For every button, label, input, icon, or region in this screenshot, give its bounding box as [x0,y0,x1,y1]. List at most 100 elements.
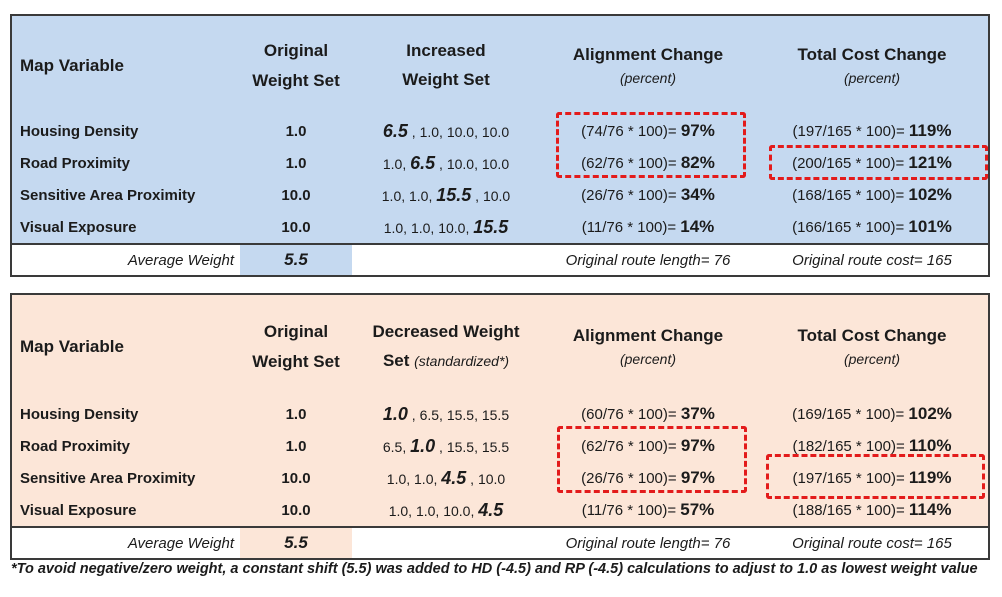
changed-weight-value: 15.5 [473,216,509,237]
header-cost-title: Total Cost Change [797,45,947,65]
cell-cost-change: (182/165 * 100)= 110% [792,436,952,455]
cell-variable: Visual Exposure [20,501,137,519]
cell-alignment-change: (62/76 * 100)= 82% [581,153,715,172]
cell-weight-set: 1.0, 1.0, 10.0, 15.5 [383,216,509,237]
cell-alignment-change: (11/76 * 100)= 57% [581,500,715,519]
header-total-cost-change: Total Cost Change (percent) [756,42,988,89]
cell-variable: Road Proximity [20,437,131,455]
cell-cost-change: (168/165 * 100)= 102% [792,185,952,204]
cell-weight-set: 1.0 , 6.5, 15.5, 15.5 [382,403,510,424]
table-header-row: Map Variable Original Weight Set Decreas… [12,295,988,398]
cell-alignment-change: (60/76 * 100)= 37% [581,404,715,423]
table-footer-row: Average Weight 5.5 Original route length… [12,526,988,558]
cell-weight-set: 1.0, 1.0, 10.0, 4.5 [388,499,504,520]
header-map-variable: Map Variable [20,55,124,75]
alignment-percent: 57% [680,500,715,519]
table-decreased-weights: Map Variable Original Weight Set Decreas… [10,293,990,560]
footer-spacer [352,528,540,558]
highlight-box-alignment-decreased [557,426,747,493]
cell-original-weight: 1.0 [285,437,307,455]
cost-percent: 114% [908,500,952,519]
average-weight-value: 5.5 [240,245,352,275]
cost-percent: 102% [908,185,952,204]
header-weight-set-title: Increased Weight Set [402,40,490,89]
table-row: Housing Density 1.0 6.5 , 1.0, 10.0, 10.… [12,115,988,147]
changed-weight-value: 4.5 [441,467,467,488]
header-map-variable: Map Variable [20,336,124,356]
footnote: *To avoid negative/zero weight, a consta… [11,561,978,577]
changed-weight-value: 4.5 [478,499,504,520]
alignment-percent: 82% [680,153,715,172]
cell-variable: Housing Density [20,405,139,423]
changed-weight-value: 6.5 [382,120,408,141]
original-route-cost: Original route cost= 165 [792,534,952,552]
cell-cost-change: (169/165 * 100)= 102% [792,404,952,423]
cost-percent: 119% [908,468,952,487]
alignment-percent: 97% [680,468,715,487]
original-route-length: Original route length= 76 [565,534,731,552]
cell-original-weight: 10.0 [281,218,311,236]
alignment-percent: 14% [680,217,715,236]
cell-original-weight: 1.0 [285,154,307,172]
table-row: Sensitive Area Proximity 10.0 1.0, 1.0, … [12,462,988,494]
changed-weight-value: 6.5 [410,152,436,173]
header-alignment-change: Alignment Change (percent) [540,323,756,370]
cell-cost-change: (197/165 * 100)= 119% [792,468,952,487]
cell-cost-change: (200/165 * 100)= 121% [792,153,952,172]
cell-variable: Sensitive Area Proximity [20,186,196,204]
average-weight-label: Average Weight [127,251,234,269]
header-cost-subtitle: (percent) [843,69,901,86]
header-weight-set-title: Decreased Weight Set [372,321,520,370]
table-row: Housing Density 1.0 1.0 , 6.5, 15.5, 15.… [12,398,988,430]
header-alignment-subtitle: (percent) [619,350,677,367]
header-alignment-subtitle: (percent) [619,69,677,86]
cell-weight-set: 1.0, 1.0, 15.5 , 10.0 [381,184,511,205]
cost-percent: 119% [908,121,952,140]
cost-percent: 102% [908,404,952,423]
header-alignment-change: Alignment Change (percent) [540,42,756,89]
cell-cost-change: (166/165 * 100)= 101% [792,217,952,236]
changed-weight-value: 1.0 [382,403,408,424]
cell-original-weight: 1.0 [285,405,307,423]
cell-original-weight: 10.0 [281,469,311,487]
cost-percent: 110% [908,436,952,455]
cell-variable: Housing Density [20,122,139,140]
cell-alignment-change: (26/76 * 100)= 34% [581,185,715,204]
highlight-box-cost-decreased [766,454,985,499]
alignment-percent: 97% [680,436,715,455]
cell-variable: Road Proximity [20,154,131,172]
highlight-box-cost-increased [769,145,988,180]
header-alignment-title: Alignment Change [572,45,724,65]
header-alignment-title: Alignment Change [572,326,724,346]
highlight-box-alignment-increased [556,112,746,178]
cell-alignment-change: (74/76 * 100)= 97% [581,121,715,140]
header-original-weight-set: Original Weight Set [252,321,340,371]
footer-spacer [352,245,540,275]
cell-weight-set: 1.0, 1.0, 4.5 , 10.0 [386,467,506,488]
cell-cost-change: (197/165 * 100)= 119% [792,121,952,140]
cell-cost-change: (188/165 * 100)= 114% [792,500,952,519]
table-row: Road Proximity 1.0 6.5, 1.0 , 15.5, 15.5… [12,430,988,462]
cell-weight-set: 1.0, 6.5 , 10.0, 10.0 [382,152,510,173]
table-header-row: Map Variable Original Weight Set Increas… [12,16,988,115]
alignment-percent: 34% [680,185,715,204]
cell-weight-set: 6.5, 1.0 , 15.5, 15.5 [382,435,510,456]
average-weight-label: Average Weight [127,534,234,552]
cell-weight-set: 6.5 , 1.0, 10.0, 10.0 [382,120,510,141]
header-original-weight-set: Original Weight Set [252,40,340,90]
header-cost-title: Total Cost Change [797,326,947,346]
alignment-percent: 97% [680,121,715,140]
header-weight-set-note: (standardized*) [414,352,510,369]
alignment-percent: 37% [680,404,715,423]
table-row: Visual Exposure 10.0 1.0, 1.0, 10.0, 15.… [12,211,988,243]
cell-original-weight: 1.0 [285,122,307,140]
cell-variable: Visual Exposure [20,218,137,236]
cell-original-weight: 10.0 [281,501,311,519]
original-route-cost: Original route cost= 165 [792,251,952,269]
table-row: Visual Exposure 10.0 1.0, 1.0, 10.0, 4.5… [12,494,988,526]
original-route-length: Original route length= 76 [565,251,731,269]
cell-alignment-change: (26/76 * 100)= 97% [581,468,715,487]
cell-variable: Sensitive Area Proximity [20,469,196,487]
average-weight-value: 5.5 [240,528,352,558]
